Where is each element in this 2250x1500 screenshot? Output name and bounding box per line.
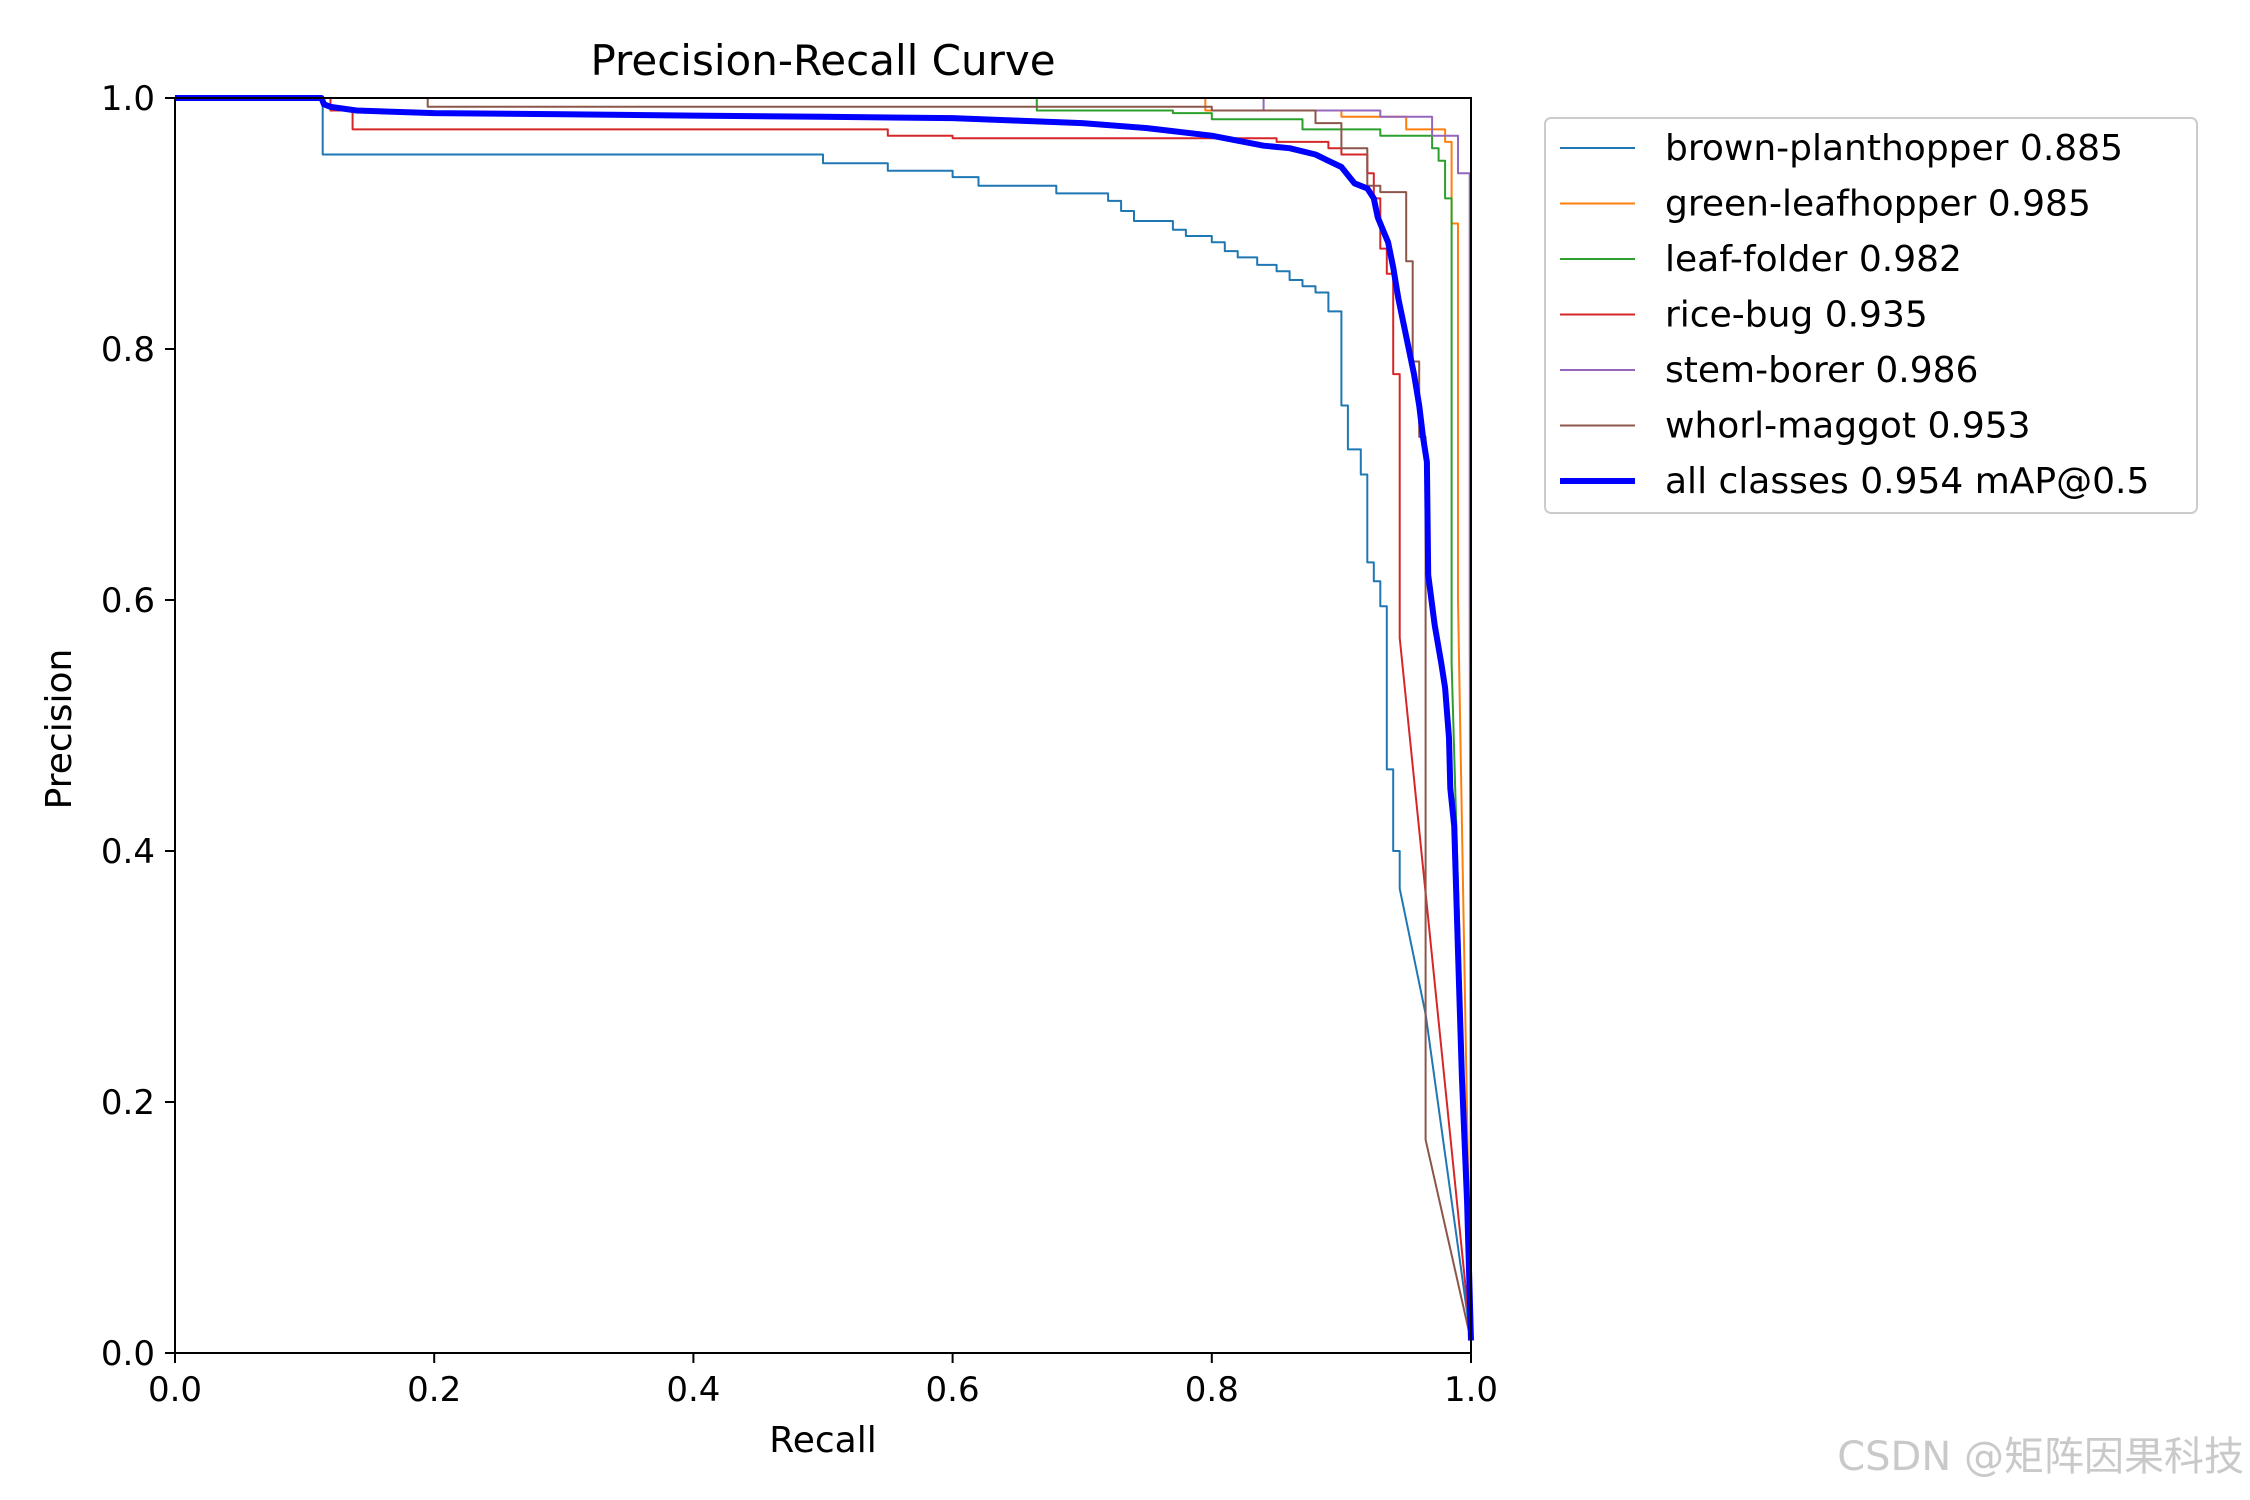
legend-entry-label: whorl-maggot 0.953 — [1665, 406, 2031, 447]
y-axis-label: Precision — [39, 649, 80, 810]
series-line-0 — [175, 97, 1472, 1341]
x-tick-label: 0.0 — [148, 1370, 202, 1410]
x-tick-label: 1.0 — [1444, 1370, 1498, 1410]
legend-entry-label: brown-planthopper 0.885 — [1665, 128, 2123, 169]
legend-entry-label: all classes 0.954 mAP@0.5 — [1665, 461, 2149, 502]
plot-area — [174, 95, 1474, 1354]
y-tick-label: 1.0 — [101, 79, 155, 119]
x-tick-label: 0.2 — [407, 1370, 461, 1410]
legend: brown-planthopper 0.885 green-leafhopper … — [1544, 117, 2198, 514]
y-tick-label: 0.8 — [101, 330, 155, 370]
legend-entry-label: leaf-folder 0.982 — [1665, 239, 1962, 280]
axes-frame — [174, 97, 1472, 1354]
legend-entry-label: stem-borer 0.986 — [1665, 350, 1978, 391]
x-tick-label: 0.6 — [926, 1370, 980, 1410]
series-line-3 — [175, 97, 1472, 1341]
x-axis-label: Recall — [769, 1420, 876, 1461]
series-line-2 — [175, 97, 1472, 1341]
series-line-4 — [175, 97, 1472, 1341]
x-axis: 0.0 0.2 0.4 0.6 0.8 1.0 — [148, 1353, 1498, 1410]
series-line-5 — [175, 97, 1472, 1341]
legend-entry-label: green-leafhopper 0.985 — [1665, 184, 2091, 225]
y-axis: 0.0 0.2 0.4 0.6 0.8 1.0 — [101, 79, 175, 1374]
series-line-6 — [175, 95, 1474, 1341]
x-tick-label: 0.4 — [666, 1370, 720, 1410]
chart-title: Precision-Recall Curve — [590, 36, 1055, 85]
y-tick-label: 0.6 — [101, 581, 155, 621]
legend-entry-label: rice-bug 0.935 — [1665, 295, 1928, 336]
y-tick-label: 0.4 — [101, 832, 155, 872]
series-line-1 — [175, 97, 1472, 1341]
legend-box — [1544, 117, 2198, 514]
x-tick-label: 0.8 — [1185, 1370, 1239, 1410]
y-tick-label: 0.0 — [101, 1334, 155, 1374]
y-tick-label: 0.2 — [101, 1083, 155, 1123]
watermark-text: CSDN @矩阵因果科技 — [1837, 1434, 2244, 1480]
